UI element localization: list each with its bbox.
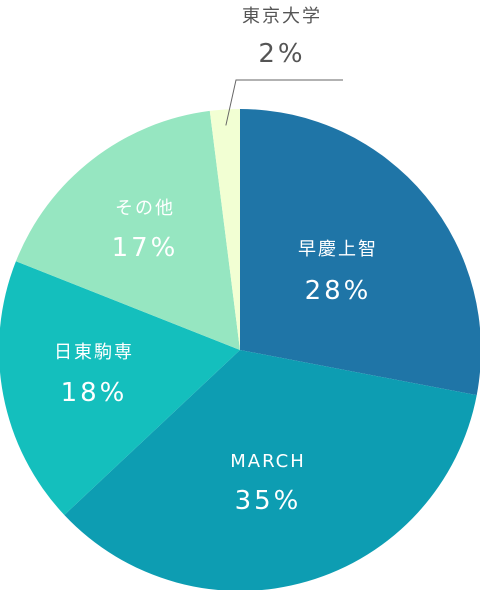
slice-label-value: 28% [305, 276, 372, 306]
slice-label-name: MARCH [230, 451, 306, 472]
pie-slice-5 [209, 109, 240, 350]
slice-label-value: 18% [61, 378, 128, 408]
pie-slice-3 [0, 261, 240, 515]
slice-label-value: 2% [258, 39, 305, 69]
slice-label-name: 東京大学 [242, 6, 322, 27]
pie-slices [0, 109, 480, 590]
slice-label-name: その他 [115, 198, 175, 219]
leader-line [225, 79, 343, 126]
slice-label-value: 35% [235, 486, 302, 516]
pie-slice-1 [240, 109, 480, 396]
pie-labels: 早慶上智 28% MARCH 35% 日東駒専 18% その他 17% 東京大学 2% [54, 6, 378, 516]
pie-slice-4 [15, 110, 240, 350]
slice-label-value: 17% [112, 233, 179, 263]
pie-slice-2 [64, 350, 477, 590]
slice-label-name: 早慶上智 [298, 239, 378, 260]
slice-label-name: 日東駒専 [54, 342, 134, 363]
